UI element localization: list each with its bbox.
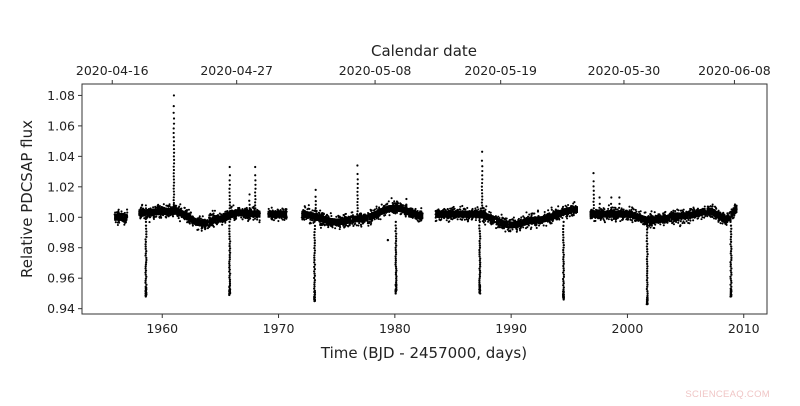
y-tick-label: 1.08: [47, 88, 75, 103]
y-axis-ticks: 0.94 0.96 0.98 1.00 1.02 1.04 1.06 1.08: [47, 88, 82, 316]
top-tick-label: 2020-06-08: [698, 63, 771, 78]
y-tick-label: 1.00: [47, 210, 75, 225]
y-tick-label: 1.06: [47, 118, 75, 133]
data-points: [113, 94, 738, 306]
top-tick-label: 2020-05-08: [339, 63, 412, 78]
x-axis-title: Time (BJD - 2457000, days): [320, 344, 527, 362]
x-tick-label: 1980: [379, 321, 411, 336]
x-tick-label: 2000: [612, 321, 644, 336]
x-tick-label: 1960: [146, 321, 178, 336]
y-tick-label: 1.04: [47, 149, 75, 164]
y-tick-label: 0.98: [47, 240, 75, 255]
top-tick-label: 2020-04-27: [200, 63, 273, 78]
top-tick-label: 2020-04-16: [76, 63, 149, 78]
top-axis-title: Calendar date: [371, 42, 477, 60]
x-tick-label: 2010: [728, 321, 760, 336]
watermark: SCIENCEAQ.COM: [685, 389, 770, 400]
x-axis-ticks: 1960 1970 1980 1990 2000 2010: [146, 314, 760, 336]
y-axis-title: Relative PDCSAP flux: [18, 120, 36, 278]
top-date-axis-ticks: 2020-04-16 2020-04-27 2020-05-08 2020-05-19…: [76, 63, 771, 84]
x-tick-label: 1990: [495, 321, 527, 336]
y-tick-label: 0.96: [47, 271, 75, 286]
top-tick-label: 2020-05-30: [588, 63, 661, 78]
y-tick-label: 0.94: [47, 301, 75, 316]
y-tick-label: 1.02: [47, 179, 75, 194]
plot-frame: [81, 83, 768, 315]
x-tick-label: 1970: [263, 321, 295, 336]
top-tick-label: 2020-05-19: [464, 63, 537, 78]
